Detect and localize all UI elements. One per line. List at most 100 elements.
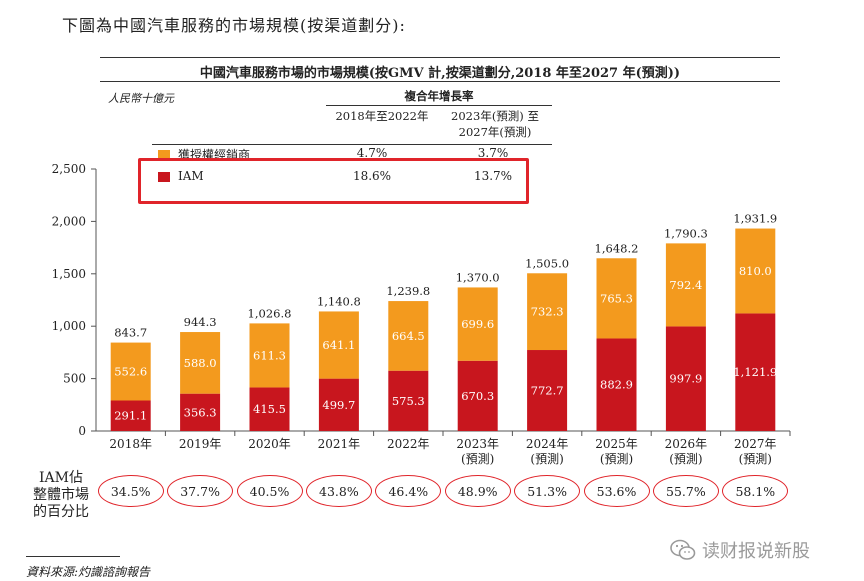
x-tick-label: 2018年 [109, 437, 152, 451]
legend-cagr2-iam: 13.7% [473, 169, 513, 183]
iam-share-oval: 55.7% [652, 475, 719, 507]
cagr-header-rule [326, 105, 552, 106]
legend-label-iam: IAM [178, 169, 204, 183]
x-tick-sublabel: (預測) [739, 452, 772, 466]
label-dealer: 810.0 [739, 264, 772, 278]
label-dealer: 641.1 [322, 338, 355, 352]
x-tick-label: 2026年 [665, 437, 708, 451]
x-tick-sublabel: (預測) [530, 452, 563, 466]
legend-cagr1-iam: 18.6% [352, 169, 392, 183]
y-tick-label: 0 [78, 424, 86, 438]
x-tick-label: 2023年 [456, 437, 499, 451]
bar-dealer [318, 311, 359, 379]
watermark-text: 读财报说新股 [702, 541, 810, 562]
bar-dealer [110, 342, 151, 401]
cagr-col2-header: 2023年(預測) 至 2027年(預測) [438, 108, 552, 140]
legend-swatch-iam [158, 172, 170, 182]
iam-share-oval: 58.1% [722, 475, 789, 507]
label-dealer: 611.3 [253, 348, 286, 362]
label-dealer: 699.6 [461, 317, 494, 331]
iam-share-oval: 53.6% [583, 475, 650, 507]
cagr-col2-line2: 2027年(預測) [458, 125, 532, 139]
wechat-icon [670, 539, 696, 560]
label-dealer: 552.6 [114, 365, 147, 379]
bar-dealer [180, 332, 221, 394]
source-rule [26, 556, 120, 557]
source-note: 資料來源:灼識諮詢報告 [26, 565, 151, 579]
label-total: 1,026.8 [248, 306, 292, 320]
bar-dealer [665, 243, 706, 327]
bar-iam [249, 387, 290, 431]
bar-iam [180, 393, 221, 431]
label-total: 1,140.8 [317, 294, 361, 308]
chart-title: 中國汽車服務市場的市場規模(按GMV 計,按渠道劃分,2018 年至2027 年… [199, 66, 681, 81]
legend-cagr1-dealer: 4.7% [356, 146, 388, 160]
x-tick-sublabel: (預測) [600, 452, 633, 466]
cagr-col1-header: 2018年至2022年 [335, 109, 429, 123]
bar-dealer [527, 273, 568, 351]
iam-share-label-line2: 整體市場 [33, 487, 89, 503]
bar-iam [388, 370, 429, 431]
label-total: 1,370.0 [456, 270, 500, 284]
label-iam: 356.3 [184, 405, 217, 419]
y-tick-label: 1,500 [52, 267, 86, 281]
label-iam: 997.9 [669, 372, 702, 386]
x-tick-label: 2019年 [179, 437, 222, 451]
label-dealer: 588.0 [184, 356, 217, 370]
label-total: 1,239.8 [386, 284, 430, 298]
iam-share-label-line3: 的百分比 [33, 504, 89, 520]
cagr-col2-line1: 2023年(預測) 至 [451, 109, 539, 123]
unit-label: 人民幣十億元 [108, 92, 174, 105]
iam-share-oval: 34.5% [97, 475, 164, 507]
iam-highlight-box [138, 158, 529, 204]
label-dealer: 732.3 [531, 305, 564, 319]
iam-share-oval: 48.9% [444, 475, 511, 507]
label-iam: 1,121.9 [733, 365, 777, 379]
cagr-sub-rule [152, 144, 552, 145]
title-top-rule [100, 57, 780, 58]
label-total: 1,790.3 [664, 226, 708, 240]
iam-share-oval: 51.3% [514, 475, 581, 507]
label-total: 1,505.0 [525, 256, 569, 270]
iam-share-oval: 43.8% [305, 475, 372, 507]
label-iam: 415.5 [253, 402, 286, 416]
label-dealer: 792.4 [669, 278, 702, 292]
x-tick-sublabel: (預測) [669, 452, 702, 466]
x-tick-label: 2027年 [734, 437, 777, 451]
label-iam: 499.7 [322, 398, 355, 412]
bar-dealer [249, 323, 290, 388]
x-tick-label: 2020年 [248, 437, 291, 451]
label-total: 1,648.2 [595, 241, 639, 255]
x-tick-label: 2022年 [387, 437, 430, 451]
iam-share-label: IAM佔 整體市場 的百分比 [22, 470, 100, 521]
x-tick-label: 2024年 [526, 437, 569, 451]
label-iam: 670.3 [461, 389, 494, 403]
legend-cover [140, 160, 527, 166]
bar-iam [665, 326, 706, 431]
bar-iam [596, 338, 637, 431]
bar-iam [457, 360, 498, 431]
label-dealer: 664.5 [392, 329, 425, 343]
bar-dealer [457, 287, 498, 361]
label-iam: 291.1 [114, 409, 147, 423]
title-bottom-rule [100, 81, 780, 82]
label-iam: 575.3 [392, 394, 425, 408]
iam-share-oval: 46.4% [375, 475, 442, 507]
y-tick-label: 1,000 [52, 319, 86, 333]
bar-iam [318, 378, 359, 431]
iam-share-label-line1: IAM佔 [39, 470, 83, 486]
y-tick-label: 2,500 [52, 162, 86, 176]
label-dealer: 765.3 [600, 291, 633, 305]
legend-cagr2-dealer: 3.7% [477, 146, 509, 160]
label-total: 1,931.9 [733, 212, 777, 226]
iam-share-oval: 40.5% [236, 475, 303, 507]
bar-iam [527, 350, 568, 431]
bar-iam [110, 400, 151, 431]
x-tick-sublabel: (預測) [461, 452, 494, 466]
cagr-header: 複合年增長率 [404, 89, 474, 103]
bar-iam [735, 313, 776, 431]
intro-text: 下圖為中國汽車服務的市場規模(按渠道劃分): [62, 16, 406, 35]
label-iam: 772.7 [531, 384, 564, 398]
bar-dealer [388, 301, 429, 371]
x-tick-label: 2021年 [318, 437, 361, 451]
